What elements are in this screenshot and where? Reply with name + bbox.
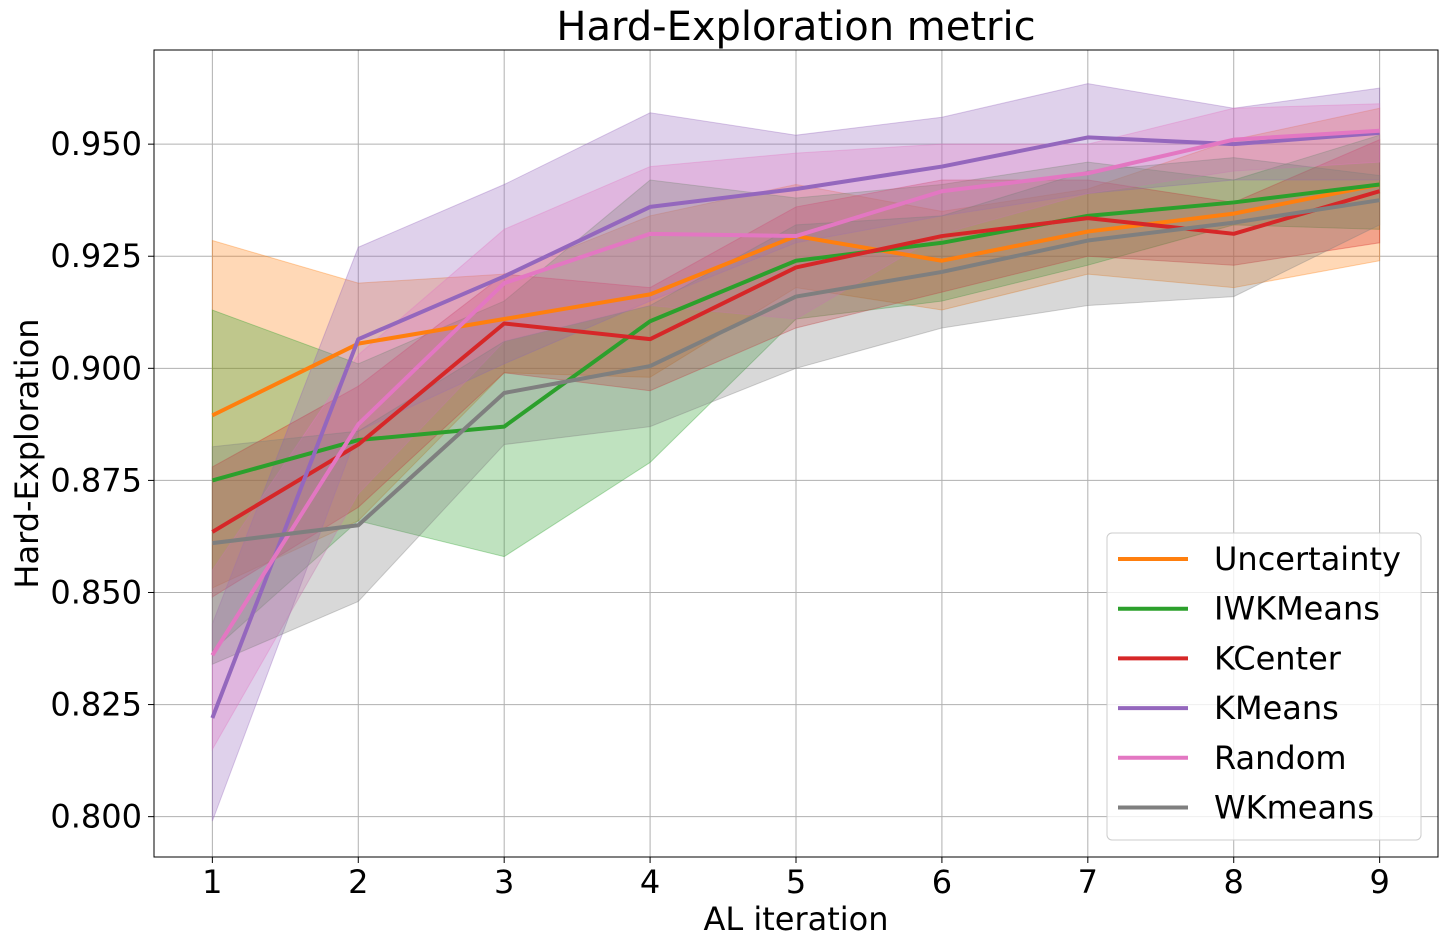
x-tick-label: 3 — [494, 863, 514, 901]
band-wkmeans — [211, 157, 1381, 665]
band-kcenter — [211, 138, 1381, 598]
grid — [154, 50, 1438, 857]
y-tick-label: 0.850 — [50, 573, 142, 611]
y-axis-label: Hard-Exploration — [8, 318, 46, 588]
x-tick-label: 5 — [786, 863, 806, 901]
y-tick-label: 0.950 — [50, 125, 142, 163]
x-tick-label: 2 — [348, 863, 368, 901]
band-random — [211, 103, 1381, 752]
axis-ticks: 1 2 3 4 5 6 7 8 9 0.800 0.825 0.850 0.875 0.900 0.925 0… — [50, 125, 1389, 901]
band-uncertainty — [211, 107, 1381, 589]
legend-label: Random — [1214, 739, 1346, 777]
confidence-bands — [211, 83, 1381, 822]
y-tick-label: 0.925 — [50, 237, 142, 275]
x-axis-label: AL iteration — [703, 900, 888, 938]
series-lines — [210, 128, 1381, 719]
series-line-iwkmeans — [211, 182, 1380, 483]
y-tick-label: 0.800 — [50, 798, 142, 836]
legend-label: IWKMeans — [1214, 590, 1380, 628]
x-tick-label: 9 — [1369, 863, 1389, 901]
x-tick-label: 7 — [1078, 863, 1098, 901]
x-tick-label: 6 — [932, 863, 952, 901]
x-tick-label: 8 — [1224, 863, 1244, 901]
legend-label: WKmeans — [1214, 789, 1374, 827]
legend-label: Uncertainty — [1214, 540, 1401, 578]
y-tick-label: 0.875 — [50, 461, 142, 499]
y-tick-label: 0.825 — [50, 686, 142, 724]
legend: Uncertainty IWKMeans KCenter KMeans Random WK… — [1106, 532, 1422, 841]
x-tick-label: 1 — [202, 863, 222, 901]
y-tick-label: 0.900 — [50, 349, 142, 387]
series-line-wkmeans — [212, 198, 1380, 546]
series-line-random — [210, 128, 1380, 657]
x-tick-label: 4 — [640, 863, 660, 901]
chart-title: Hard-Exploration metric — [556, 4, 1035, 50]
band-iwkmeans — [211, 134, 1381, 652]
series-line-kmeans — [210, 130, 1380, 719]
legend-label: KMeans — [1214, 689, 1339, 727]
band-kmeans — [211, 83, 1381, 822]
legend-label: KCenter — [1214, 639, 1342, 677]
